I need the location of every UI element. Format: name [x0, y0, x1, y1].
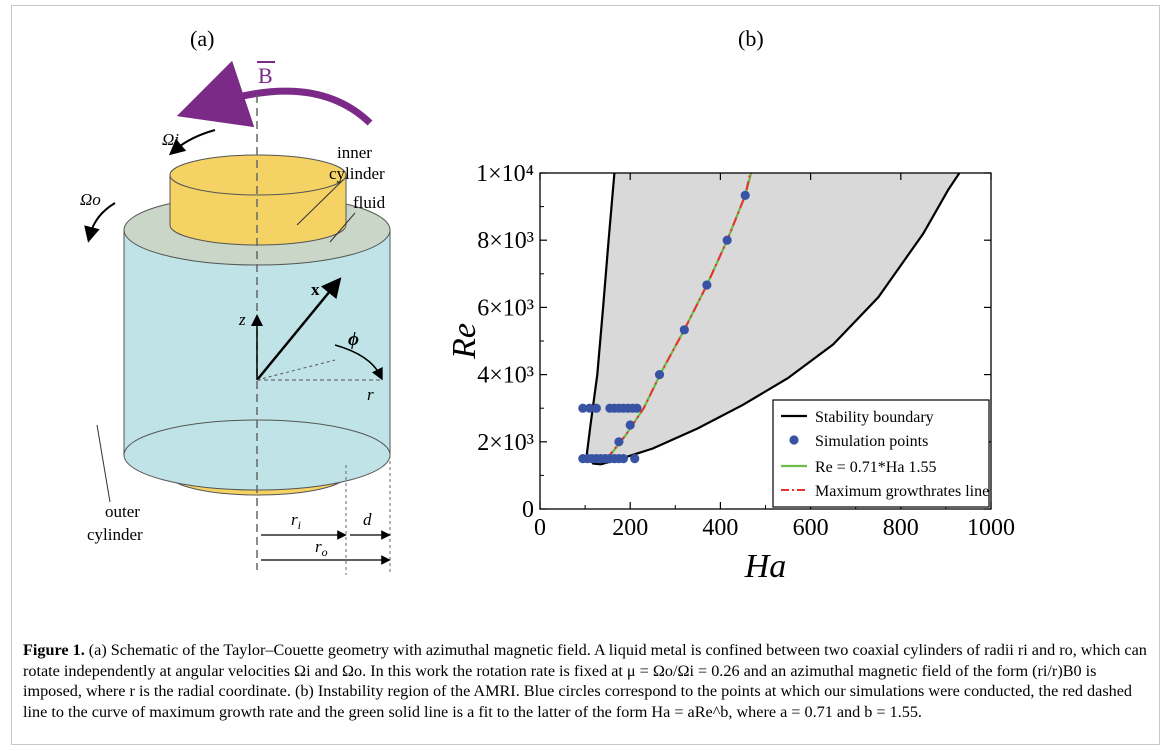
- simulation-point: [632, 403, 642, 413]
- fluid-label: fluid: [353, 193, 386, 212]
- schematic-diagram: B Ωi Ωo inner cylinder fluid outer cylinde…: [80, 60, 391, 575]
- y-tick-label: 1×10⁴: [476, 161, 534, 187]
- instability-chart: 0 200 400 600 800 1000 0 2×10³ 4×10³ 6×10³ 8×10³ 1×…: [447, 161, 1015, 585]
- legend-label-fit: Re = 0.71*Ha 1.55: [815, 459, 936, 476]
- d-label: d: [363, 510, 372, 529]
- ri-label: ri: [291, 510, 301, 532]
- x-tick-label: 200: [612, 515, 648, 541]
- figure-frame: [11, 5, 1160, 745]
- x-tick-label: 600: [793, 515, 829, 541]
- y-axis-label: Re: [447, 323, 483, 360]
- omega-i-arrow: [168, 129, 216, 156]
- projection-line: [256, 359, 336, 381]
- x-axis-label: Ha: [744, 548, 787, 585]
- panel-label-b: (b): [738, 26, 764, 51]
- unstable-region: [586, 173, 960, 465]
- b-field-arrow: [176, 60, 373, 128]
- inner-cylinder-cap: [169, 154, 347, 196]
- outer-cylinder-label: outer cylinder: [87, 502, 143, 544]
- y-tick-label: 8×10³: [477, 228, 534, 254]
- caption-label: Figure 1.: [23, 641, 85, 659]
- simulation-point: [702, 280, 712, 290]
- b-label: B: [258, 63, 273, 88]
- x-vector: [256, 277, 342, 381]
- legend-swatch-points: [789, 435, 799, 445]
- x-tick-label: 1000: [967, 515, 1015, 541]
- simulation-point: [578, 403, 588, 413]
- simulation-point: [722, 235, 732, 245]
- omega-i-label: Ωi: [162, 130, 179, 149]
- x-tick-label: 800: [883, 515, 919, 541]
- inner-cylinder-label: inner cylinder: [329, 143, 385, 183]
- omega-o-arrow: [84, 202, 116, 243]
- phi-label: ϕ: [348, 329, 359, 350]
- simulation-point: [618, 454, 629, 464]
- simulation-point: [740, 190, 750, 201]
- phi-arc: [334, 344, 383, 381]
- legend-label-boundary: Stability boundary: [815, 409, 934, 426]
- r-label: r: [367, 385, 374, 404]
- stability-boundary-line: [585, 173, 961, 466]
- legend-label-points: Simulation points: [815, 433, 928, 450]
- x-tick-label: 400: [702, 515, 738, 541]
- outer-pointer: [96, 424, 111, 503]
- inner-pointer: [296, 179, 344, 226]
- omega-o-label: Ωo: [80, 190, 101, 209]
- simulation-point: [625, 420, 635, 430]
- legend-label-max-growth: Maximum growthrates line: [815, 483, 989, 500]
- y-tick-label: 0: [522, 497, 534, 523]
- simulation-point: [585, 403, 595, 413]
- y-tick-label: 6×10³: [477, 295, 534, 321]
- fluid-pointer: [329, 212, 356, 243]
- y-tick-label: 4×10³: [477, 363, 534, 389]
- x-label: x: [311, 280, 320, 299]
- simulation-point: [614, 437, 624, 447]
- ro-label: ro: [315, 537, 328, 559]
- caption-text: (a) Schematic of the Taylor–Couette geom…: [23, 641, 1147, 721]
- simulation-point: [679, 325, 689, 335]
- simulation-point: [630, 454, 640, 464]
- simulation-point: [591, 403, 601, 413]
- x-tick-label: 0: [534, 515, 546, 541]
- simulation-point: [654, 370, 665, 380]
- z-label: z: [238, 310, 246, 329]
- y-tick-label: 2×10³: [477, 430, 534, 456]
- figure-caption: Figure 1. (a) Schematic of the Taylor–Co…: [23, 640, 1148, 722]
- legend-box: [772, 399, 990, 508]
- panel-label-a: (a): [190, 26, 215, 51]
